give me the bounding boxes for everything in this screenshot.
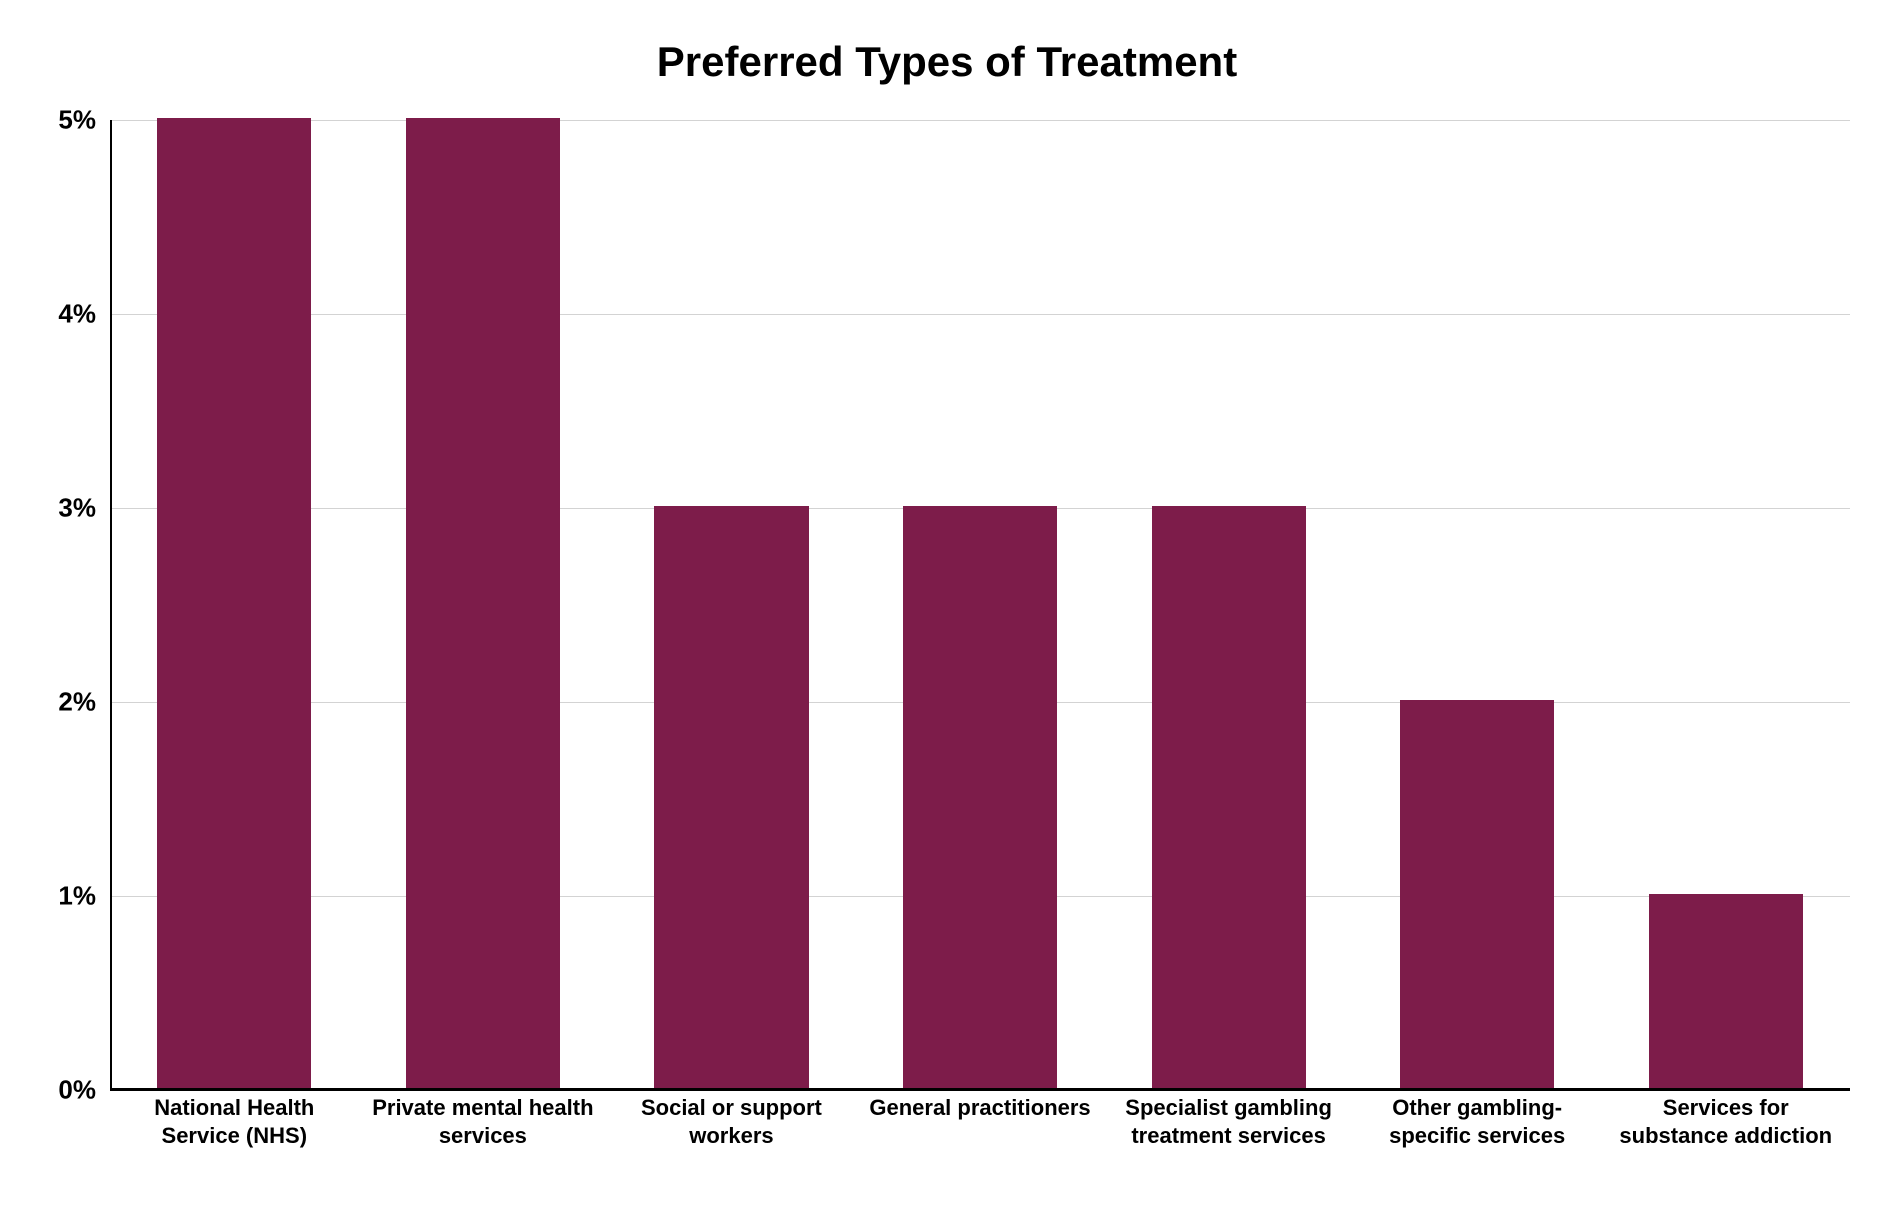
- bars-group: [110, 120, 1850, 1088]
- bar: [406, 118, 560, 1088]
- x-label-slot: Private mental health services: [359, 1094, 608, 1149]
- x-axis-label: Private mental health services: [369, 1094, 598, 1149]
- bar: [1152, 506, 1306, 1088]
- bar: [157, 118, 311, 1088]
- y-tick-label: 2%: [58, 687, 110, 718]
- bar-slot: [110, 120, 359, 1088]
- x-axis-label: Other gambling-specific services: [1363, 1094, 1592, 1149]
- chart-title: Preferred Types of Treatment: [0, 38, 1894, 86]
- x-axis-label: Services for substance addiction: [1611, 1094, 1840, 1149]
- y-tick-label: 3%: [58, 493, 110, 524]
- bar-slot: [1104, 120, 1353, 1088]
- x-label-slot: Services for substance addiction: [1601, 1094, 1850, 1149]
- x-axis-label: General practitioners: [869, 1094, 1090, 1149]
- chart-container: Preferred Types of Treatment 0%1%2%3%4%5…: [0, 0, 1894, 1218]
- x-label-slot: Other gambling-specific services: [1353, 1094, 1602, 1149]
- x-axis-line: [110, 1088, 1850, 1090]
- bar-slot: [1601, 120, 1850, 1088]
- y-tick-label: 0%: [58, 1075, 110, 1106]
- x-axis-labels: National Health Service (NHS) Private men…: [110, 1094, 1850, 1149]
- bar: [1649, 894, 1803, 1088]
- x-label-slot: General practitioners: [856, 1094, 1105, 1149]
- bar: [654, 506, 808, 1088]
- bar: [903, 506, 1057, 1088]
- bar: [1400, 700, 1554, 1088]
- x-label-slot: National Health Service (NHS): [110, 1094, 359, 1149]
- bar-slot: [359, 120, 608, 1088]
- plot-area: 0%1%2%3%4%5%: [110, 120, 1850, 1090]
- bar-slot: [856, 120, 1105, 1088]
- x-label-slot: Social or support workers: [607, 1094, 856, 1149]
- gridline: [110, 1090, 1850, 1091]
- y-tick-label: 5%: [58, 105, 110, 136]
- x-axis-label: Specialist gambling treatment services: [1114, 1094, 1343, 1149]
- x-label-slot: Specialist gambling treatment services: [1104, 1094, 1353, 1149]
- y-tick-label: 1%: [58, 881, 110, 912]
- bar-slot: [607, 120, 856, 1088]
- x-axis-label: Social or support workers: [617, 1094, 846, 1149]
- x-axis-label: National Health Service (NHS): [120, 1094, 349, 1149]
- y-tick-label: 4%: [58, 299, 110, 330]
- bar-slot: [1353, 120, 1602, 1088]
